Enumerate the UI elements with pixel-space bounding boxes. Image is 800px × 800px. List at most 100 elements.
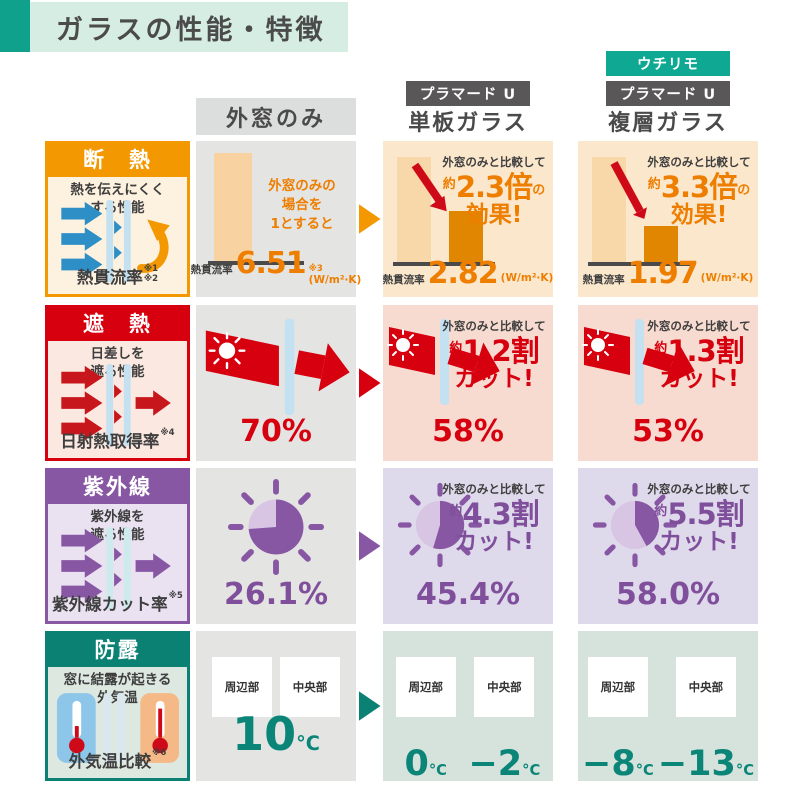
center-label-box: 中央部 <box>474 657 535 717</box>
approx-prefix: 約 <box>442 177 456 192</box>
panel-insulation-single: 外窓のみと比較して 約2.3倍の 効果! 熱貫流率 2.82 (W/m²·K) <box>383 141 553 297</box>
comparison-caption: 外窓のみと比較して <box>647 155 751 169</box>
edge-temp: −8°C <box>582 747 654 782</box>
feature-metric-shading: 日射熱取得率※4 <box>48 428 187 458</box>
suffix: の <box>737 183 751 198</box>
temp-value: −8 <box>582 744 636 784</box>
uv-single-value: 45.4% <box>415 577 521 612</box>
comparison-caption: 外窓のみと比較して <box>442 319 546 333</box>
approx-prefix: 約 <box>449 504 463 519</box>
metric-notes: ※6 <box>152 748 167 758</box>
temp-value: 10 <box>232 707 297 761</box>
comparison-value: 約5.5割 <box>645 500 753 529</box>
metric-unit-block: (W/m²·K) <box>701 272 754 285</box>
feature-desc-uv: 紫外線を 遮る性能 <box>90 509 145 543</box>
arrow-right-condensation <box>358 691 381 721</box>
feature-card-insulation: 断 熱 熱を伝えにくく する性能 <box>45 141 190 297</box>
title-accent-square <box>0 0 30 52</box>
panel-insulation-base: 外窓のみの 場合を 1とすると 熱貫流率 6.51 ※3 (W/m²·K) <box>191 141 361 297</box>
multiplier-value: 2.3倍 <box>455 170 533 204</box>
cut-value: 4.3割 <box>462 497 539 531</box>
shading-base-value: 70% <box>240 414 312 449</box>
plamade-u-badge: プラマード U <box>606 80 730 106</box>
baseline-note: 外窓のみの 場合を 1とすると <box>268 178 336 232</box>
bar-chart-base-icon <box>208 153 304 265</box>
edge-temp-column: 周辺部 0°C <box>395 657 456 784</box>
metric-unit-block: ※3 (W/m²·K) <box>309 264 362 287</box>
comparison-caption: 外窓のみと比較して <box>442 482 546 496</box>
page-title: ガラスの性能・特徴 <box>56 14 326 46</box>
edge-label-box: 周辺部 <box>212 657 272 717</box>
cut-value: 1.3割 <box>667 334 744 368</box>
edge-label-box: 周辺部 <box>395 657 456 717</box>
comparison-callout: 外窓のみと比較して 約5.5割 カット! <box>645 481 753 555</box>
multiplier-value: 3.3倍 <box>660 170 738 204</box>
temp-columns: 周辺部 −8°C 中央部 −13°C <box>578 631 758 782</box>
comparison-value: 約1.3割 <box>645 337 753 366</box>
feature-metric-insulation: 熱貫流率※1 ※2 <box>48 264 187 294</box>
column-name-double-glass: 複層ガラス <box>608 110 728 136</box>
cut-value: 5.5割 <box>667 497 744 531</box>
column-header-outer-only: 外窓のみ <box>196 98 356 135</box>
metric-unit-block: (W/m²·K) <box>501 272 554 285</box>
metric-label: 熱貫流率 <box>76 268 143 287</box>
uv-sun-pie-icon <box>227 478 325 576</box>
center-temp-column: 中央部 −2°C <box>468 657 540 782</box>
uv-flow-icon <box>60 526 171 609</box>
panel-condensation-single: 周辺部 0°C 中央部 −2°C <box>383 631 553 784</box>
sun-arrow-glass-icon <box>387 319 500 405</box>
temp-unit: °C <box>735 762 754 779</box>
cut-value: 1.2割 <box>462 334 539 368</box>
uv-base-value: 26.1% <box>223 577 329 612</box>
temp-unit: °C <box>428 762 447 779</box>
position-labels: 周辺部 中央部 <box>196 657 356 717</box>
bar-chart-improvement-icon <box>393 157 495 266</box>
thermometers-glass-icon <box>56 692 179 763</box>
center-label-box: 中央部 <box>280 657 340 717</box>
feature-desc-insulation: 熱を伝えにくく する性能 <box>70 182 165 216</box>
feature-title-uv: 紫外線 <box>48 471 187 505</box>
arrow-right-insulation <box>358 204 381 234</box>
panel-shading-double: 外窓のみと比較して 約1.3割 カット! 53% <box>578 305 758 461</box>
shading-flow-icon <box>48 363 187 446</box>
center-label-box: 中央部 <box>675 657 736 717</box>
approx-prefix: 約 <box>654 504 668 519</box>
feature-card-condensation: 防露 窓に結露が起きる 外気温 外気温比較※6 <box>45 631 190 781</box>
metric-notes: ※5 <box>168 591 183 601</box>
shading-single-value: 58% <box>432 414 504 449</box>
column-name-single-glass: 単板ガラス <box>408 110 528 136</box>
panel-condensation-base: 周辺部 中央部 10°C <box>196 631 356 781</box>
panel-shading-single: 外窓のみと比較して 約1.2割 カット! 58% <box>383 305 553 461</box>
uv-double-value: 58.0% <box>615 577 721 612</box>
feature-desc-shading: 日差しを 遮る性能 <box>90 346 145 380</box>
metric-unit: (W/m²·K) <box>700 272 754 284</box>
metric-label: 熱貫流率 <box>582 274 625 286</box>
column-header-double-glass: ウチリモ プラマード U 複層ガラス <box>578 0 758 136</box>
comparison-caption: 外窓のみと比較して <box>647 482 751 496</box>
metric-value: 1.97 <box>627 256 699 291</box>
panel-insulation-double: 外窓のみと比較して 約3.3倍の 効果! 熱貫流率 1.97 (W/m²·K) <box>578 141 758 297</box>
column-header-single-glass: プラマード U 単板ガラス <box>383 0 553 136</box>
approx-prefix: 約 <box>449 341 463 356</box>
temp-unit: °C <box>522 762 541 779</box>
cut-label: カット! <box>659 529 739 555</box>
comparison-callout: 外窓のみと比較して 約4.3割 カット! <box>440 481 548 555</box>
insulation-flow-icon <box>48 199 187 282</box>
suffix: の <box>532 183 546 198</box>
sun-flow-icon <box>60 363 171 446</box>
metric-value: 6.51 <box>235 246 307 282</box>
condensation-base-temp: 10°C <box>196 711 356 757</box>
shading-double-value: 53% <box>632 414 704 449</box>
comparison-caption: 外窓のみと比較して <box>647 319 751 333</box>
arrow-right-uv <box>358 531 381 561</box>
metric-unit: (W/m²·K) <box>308 274 362 287</box>
plamade-u-badge: プラマード U <box>406 80 530 106</box>
comparison-caption: 外窓のみと比較して <box>442 155 546 169</box>
temp-value: 0 <box>404 744 429 784</box>
effect-label: 効果! <box>670 202 728 228</box>
uchirimo-badge: ウチリモ <box>606 50 730 76</box>
metric-readout: 熱貫流率 1.97 (W/m²·K) <box>578 259 758 289</box>
comparison-value: 約1.2割 <box>440 337 548 366</box>
